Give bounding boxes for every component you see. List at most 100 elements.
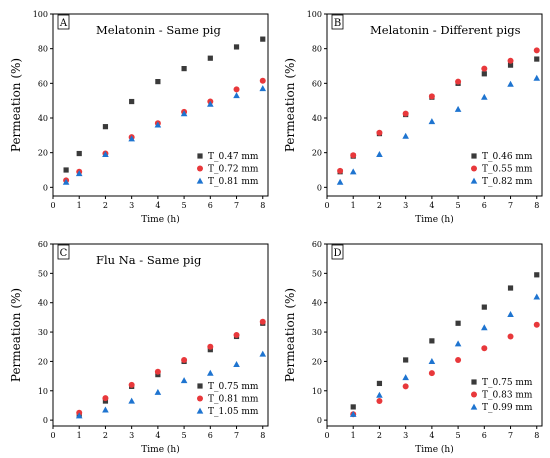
panel-b-y-tick-label: 0: [317, 183, 322, 192]
panel-b-y-tick-label: 40: [312, 114, 322, 123]
panel-b-legend-marker-triangle: [470, 177, 478, 184]
panel-b-point-circle: [376, 129, 383, 136]
panel-b-legend-marker-square: [471, 153, 477, 159]
panel-b-point-triangle: [428, 118, 436, 125]
panel-c-legend-marker-circle: [197, 395, 203, 402]
panel-c-y-tick-label: 40: [38, 299, 48, 308]
panel-d-point-square: [534, 272, 540, 278]
panel-b-x-tick-label: 7: [508, 201, 513, 210]
panel-d-x-tick-label: 4: [429, 431, 434, 440]
panel-c-point-triangle: [207, 369, 214, 376]
panel-a-y-tick-label: 80: [38, 45, 48, 54]
panel-b-y-tick-label: 20: [312, 149, 322, 158]
panel-a-point-triangle: [75, 170, 83, 177]
panel-b-x-tick-label: 0: [324, 201, 329, 210]
panel-a-y-axis-title: Permeation (%): [9, 58, 23, 152]
panel-d-x-tick-label: 7: [508, 431, 513, 440]
panel-d-point-triangle: [533, 293, 541, 300]
panel-a-legend-marker-circle: [197, 165, 203, 172]
panel-a-legend-marker-triangle: [196, 177, 204, 184]
panel-b-series-t-0-82-mm: [336, 74, 541, 185]
panel-a-legend-label: T_0.81 mm: [208, 177, 259, 187]
panel-b-legend-label: T_0.82 mm: [482, 177, 533, 187]
panel-c-point-circle: [259, 318, 266, 325]
panel-d-point-circle: [533, 321, 540, 328]
panel-d-point-circle: [455, 356, 462, 363]
panel-a-point-triangle: [128, 135, 135, 142]
panel-c-x-tick-label: 7: [234, 431, 239, 440]
panel-b-x-tick-label: 5: [456, 201, 461, 210]
panel-d-y-tick-label: 10: [312, 387, 322, 396]
panel-a-point-circle: [233, 86, 240, 93]
panel-b-y-tick-label: 60: [312, 79, 322, 88]
panel-d-x-tick-label: 0: [324, 431, 329, 440]
panel-b-x-tick-label: 3: [403, 201, 408, 210]
panel-a-x-tick-label: 1: [77, 201, 82, 210]
panel-b-point-circle: [481, 65, 488, 72]
panel-a-legend-label: T_0.72 mm: [208, 165, 259, 175]
panel-c-x-axis-title: Time (h): [141, 444, 179, 455]
panel-d-y-tick-label: 30: [312, 328, 322, 337]
panel-a-x-tick-label: 7: [234, 201, 239, 210]
panel-b-point-triangle: [402, 132, 409, 139]
panel-c-y-tick-label: 30: [38, 328, 48, 337]
panel-d-point-square: [403, 357, 409, 363]
panel-d-point-square: [455, 320, 461, 326]
panel-a-title: Melatonin - Same pig: [96, 23, 221, 37]
panel-c-plot-frame: [52, 243, 269, 427]
panel-d-x-axis-title: Time (h): [415, 444, 453, 455]
panel-b-point-circle: [350, 152, 357, 159]
panel-a-y-tick-label: 40: [38, 114, 48, 123]
panel-a-point-square: [76, 150, 82, 157]
panel-c-point-triangle: [128, 397, 135, 404]
panel-b-point-triangle: [481, 93, 488, 100]
panel-a-point-triangle: [233, 92, 240, 99]
panel-d-x-tick-label: 2: [377, 431, 382, 440]
panel-d-point-square: [376, 380, 383, 387]
panel-b-point-triangle: [336, 178, 344, 185]
panel-b-point-triangle: [533, 74, 541, 81]
panel-d-point-triangle: [428, 358, 436, 365]
panel-a-point-triangle: [180, 110, 188, 117]
panel-c-point-triangle: [180, 377, 188, 384]
panel-a-y-tick-label: 0: [43, 183, 48, 192]
panel-a-point-circle: [259, 77, 266, 84]
panel-d: 0 1 2 3 4 5 6 7 8 0 10 20 30 40 50 60 Time (h) Permeation…: [283, 240, 543, 455]
panel-b-point-square: [481, 71, 487, 77]
panel-a-x-tick-label: 8: [260, 201, 265, 210]
panel-a-plot-frame: [52, 13, 269, 197]
panel-b-point-circle: [455, 78, 462, 85]
panel-c-y-tick-label: 60: [38, 240, 48, 249]
panel-c-y-axis-title: Permeation (%): [9, 288, 23, 382]
panel-a-point-square: [233, 44, 240, 50]
panel-d-y-tick-label: 0: [317, 416, 322, 425]
panel-a-series-t-0-81-mm: [62, 85, 267, 185]
panel-d-point-circle: [402, 383, 409, 390]
panel-d-legend-label: T_0.99 mm: [482, 403, 533, 413]
panel-a-x-tick-label: 3: [129, 201, 134, 210]
panel-b-y-axis-title: Permeation (%): [283, 58, 297, 152]
panel-d-point-triangle: [454, 340, 462, 347]
panel-c-legend-label: T_1.05 mm: [208, 407, 259, 417]
panel-b-plot-frame: [326, 13, 543, 197]
panel-d-point-square: [429, 338, 435, 344]
panel-b-x-tick-label: 8: [534, 201, 539, 210]
panel-d-legend-marker-square: [471, 379, 477, 385]
panel-c-x-tick-label: 6: [208, 431, 213, 440]
panel-a-point-triangle: [207, 100, 214, 107]
panel-c-point-circle: [102, 395, 109, 402]
panel-b-x-tick-label: 4: [429, 201, 434, 210]
panel-d-y-axis-title: Permeation (%): [283, 288, 297, 382]
panel-c-legend-label: T_0.75 mm: [208, 382, 259, 392]
panel-d-x-tick-label: 8: [534, 431, 539, 440]
panel-b-legend: T_0.46 mm T_0.55 mm T_0.82 mm: [470, 152, 533, 187]
panel-c-point-triangle: [233, 360, 240, 367]
panel-d-point-triangle: [481, 324, 488, 331]
panel-c-point-triangle: [154, 388, 162, 395]
panel-c-point-circle: [154, 368, 161, 375]
panel-a-letter: A: [59, 18, 68, 29]
panel-d-legend: T_0.75 mm T_0.83 mm T_0.99 mm: [470, 378, 533, 413]
panel-d-point-triangle: [507, 311, 514, 318]
